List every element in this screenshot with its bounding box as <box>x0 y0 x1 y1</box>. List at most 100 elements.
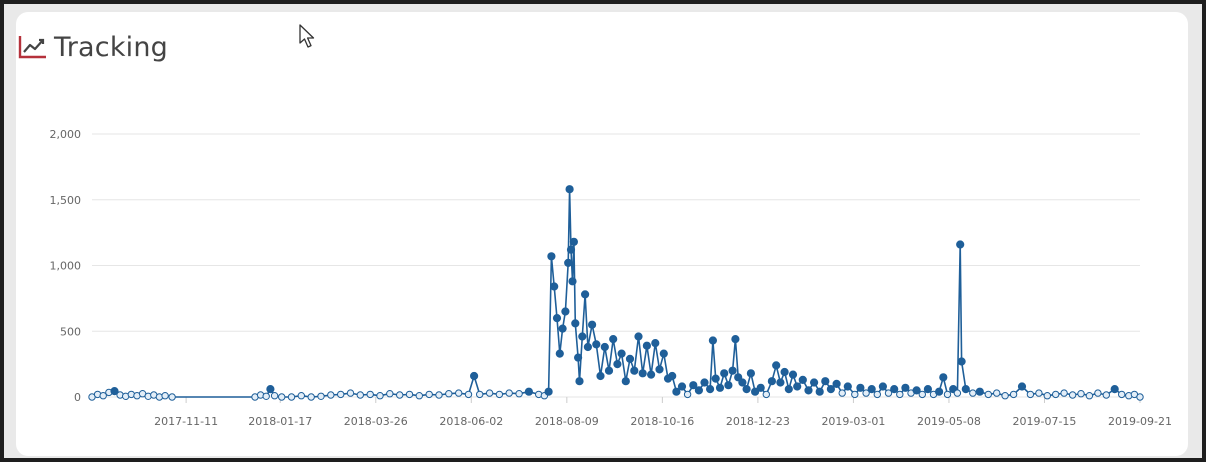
data-point[interactable] <box>878 382 888 391</box>
data-point[interactable] <box>287 393 296 401</box>
data-point[interactable] <box>708 336 718 345</box>
data-point[interactable] <box>838 389 846 397</box>
data-point[interactable] <box>356 391 364 399</box>
data-point[interactable] <box>592 340 601 349</box>
data-point[interactable] <box>804 386 813 395</box>
data-point[interactable] <box>544 387 553 396</box>
data-point[interactable] <box>647 370 656 379</box>
data-point[interactable] <box>856 383 865 392</box>
data-point[interactable] <box>780 367 789 377</box>
data-point[interactable] <box>568 277 577 286</box>
data-point[interactable] <box>742 385 751 394</box>
data-point[interactable] <box>815 387 824 396</box>
data-point[interactable] <box>476 390 484 399</box>
data-point[interactable] <box>939 373 948 382</box>
data-point[interactable] <box>604 366 614 375</box>
data-point[interactable] <box>600 342 609 352</box>
data-point[interactable] <box>724 381 733 390</box>
data-point[interactable] <box>655 365 664 374</box>
data-point[interactable] <box>596 371 605 381</box>
data-point[interactable] <box>307 393 315 401</box>
data-point[interactable] <box>1052 390 1060 399</box>
data-point[interactable] <box>435 391 443 399</box>
data-point[interactable] <box>659 349 668 358</box>
data-point[interactable] <box>270 392 279 400</box>
data-point[interactable] <box>588 320 597 329</box>
data-point[interactable] <box>470 371 479 381</box>
data-point[interactable] <box>912 386 921 395</box>
data-point[interactable] <box>668 371 677 381</box>
data-point[interactable] <box>262 392 270 400</box>
data-point[interactable] <box>884 389 893 397</box>
data-point[interactable] <box>896 390 904 399</box>
data-point[interactable] <box>278 393 286 401</box>
data-point[interactable] <box>578 332 587 341</box>
data-point[interactable] <box>630 366 639 375</box>
data-point[interactable] <box>1001 392 1009 400</box>
data-point[interactable] <box>110 387 119 396</box>
data-point[interactable] <box>455 389 463 397</box>
data-point[interactable] <box>617 349 626 358</box>
data-point[interactable] <box>505 389 513 397</box>
data-point[interactable] <box>867 385 876 394</box>
data-point[interactable] <box>1060 389 1068 397</box>
data-point[interactable] <box>555 349 564 358</box>
data-point[interactable] <box>621 377 630 386</box>
data-point[interactable] <box>1118 390 1126 399</box>
data-point[interactable] <box>609 335 618 344</box>
data-point[interactable] <box>762 390 770 399</box>
data-point[interactable] <box>923 385 933 394</box>
data-point[interactable] <box>1026 390 1035 399</box>
data-point[interactable] <box>728 366 737 375</box>
data-point[interactable] <box>405 390 414 399</box>
data-point[interactable] <box>672 387 681 396</box>
data-point[interactable] <box>1085 392 1094 400</box>
data-point[interactable] <box>266 385 275 394</box>
data-point[interactable] <box>552 314 562 323</box>
data-point[interactable] <box>337 390 345 399</box>
data-point[interactable] <box>731 335 740 344</box>
data-point[interactable] <box>953 389 962 397</box>
data-point[interactable] <box>969 389 977 397</box>
data-point[interactable] <box>810 378 819 387</box>
data-point[interactable] <box>975 387 984 396</box>
data-point[interactable] <box>1077 390 1085 398</box>
data-point[interactable] <box>734 373 743 382</box>
data-point[interactable] <box>569 237 579 246</box>
data-point[interactable] <box>634 332 643 341</box>
data-point[interactable] <box>571 319 580 328</box>
data-point[interactable] <box>873 390 881 399</box>
data-point[interactable] <box>772 361 781 370</box>
data-point[interactable] <box>547 252 556 261</box>
data-point[interactable] <box>327 391 335 399</box>
data-point[interactable] <box>788 370 798 379</box>
data-point[interactable] <box>767 377 777 386</box>
data-point[interactable] <box>99 392 107 400</box>
data-point[interactable] <box>826 385 836 394</box>
data-point[interactable] <box>651 339 660 348</box>
data-point[interactable] <box>738 378 747 387</box>
data-point[interactable] <box>798 375 807 384</box>
data-point[interactable] <box>464 390 473 399</box>
data-point[interactable] <box>625 354 635 363</box>
data-point[interactable] <box>821 377 830 386</box>
data-point[interactable] <box>1102 391 1111 399</box>
data-point[interactable] <box>993 389 1001 397</box>
data-point[interactable] <box>715 383 725 392</box>
data-point[interactable] <box>1068 391 1077 399</box>
data-point[interactable] <box>720 369 729 378</box>
data-point[interactable] <box>751 387 760 396</box>
data-point[interactable] <box>1009 390 1018 399</box>
data-point[interactable] <box>961 385 970 394</box>
data-point[interactable] <box>832 379 841 388</box>
data-point[interactable] <box>689 381 698 390</box>
data-point[interactable] <box>415 392 423 400</box>
data-point[interactable] <box>862 389 870 397</box>
data-point[interactable] <box>683 390 692 399</box>
data-point[interactable] <box>1043 392 1052 400</box>
data-point[interactable] <box>524 387 534 396</box>
data-point[interactable] <box>638 369 647 378</box>
data-point[interactable] <box>694 386 704 395</box>
data-point[interactable] <box>677 382 687 391</box>
data-point[interactable] <box>935 387 944 396</box>
